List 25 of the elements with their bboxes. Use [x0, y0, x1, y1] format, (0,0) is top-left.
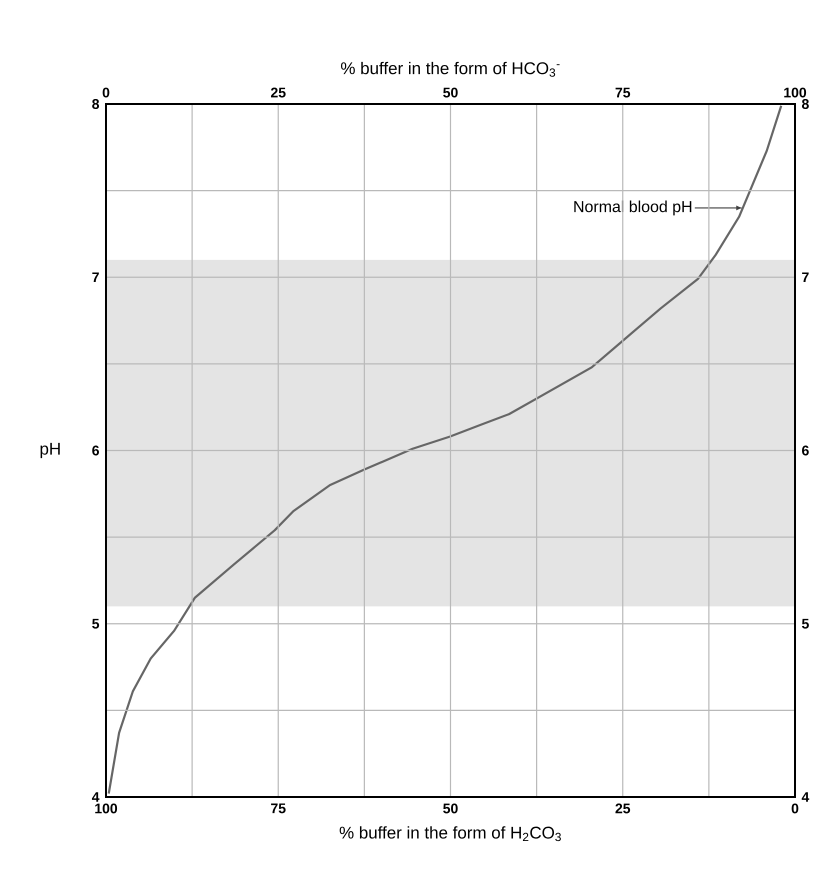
y2-tick-label: 5	[802, 618, 809, 629]
y2-tick-label: 7	[802, 272, 809, 282]
x-tick-label: 25	[615, 804, 630, 814]
x2-tick-label: 25	[270, 88, 286, 98]
line-series	[108, 104, 782, 795]
y-tick-label: 8	[92, 99, 100, 109]
x-tick-label: 50	[443, 804, 458, 814]
y-tick-label: 7	[92, 272, 99, 282]
x2-tick-label: 0	[102, 88, 110, 98]
x2-axis-title: % buffer in the form of HCO$_{3}$-	[341, 62, 560, 77]
x-tick-label: 75	[271, 804, 286, 814]
x2-tick-label: 75	[616, 88, 630, 98]
y-tick-label: 5	[92, 618, 100, 629]
x-tick-label: 100	[95, 804, 118, 814]
x-tick-label: 0	[792, 804, 798, 814]
y-tick-label: 4	[92, 792, 100, 802]
x2-tick-label: 50	[443, 88, 458, 98]
x2-tick-label: 100	[784, 88, 806, 98]
annotation: Normal blood pH	[574, 200, 692, 216]
y2-tick-label: 8	[802, 99, 809, 109]
y-axis-title: pH	[40, 442, 60, 458]
y-tick-label: 6	[92, 446, 99, 456]
x-axis-title: % buffer in the form of H$_{2}$CO$_{3}$	[340, 826, 561, 842]
y2-tick-label: 6	[802, 446, 809, 456]
y2-tick-label: 4	[802, 792, 810, 802]
